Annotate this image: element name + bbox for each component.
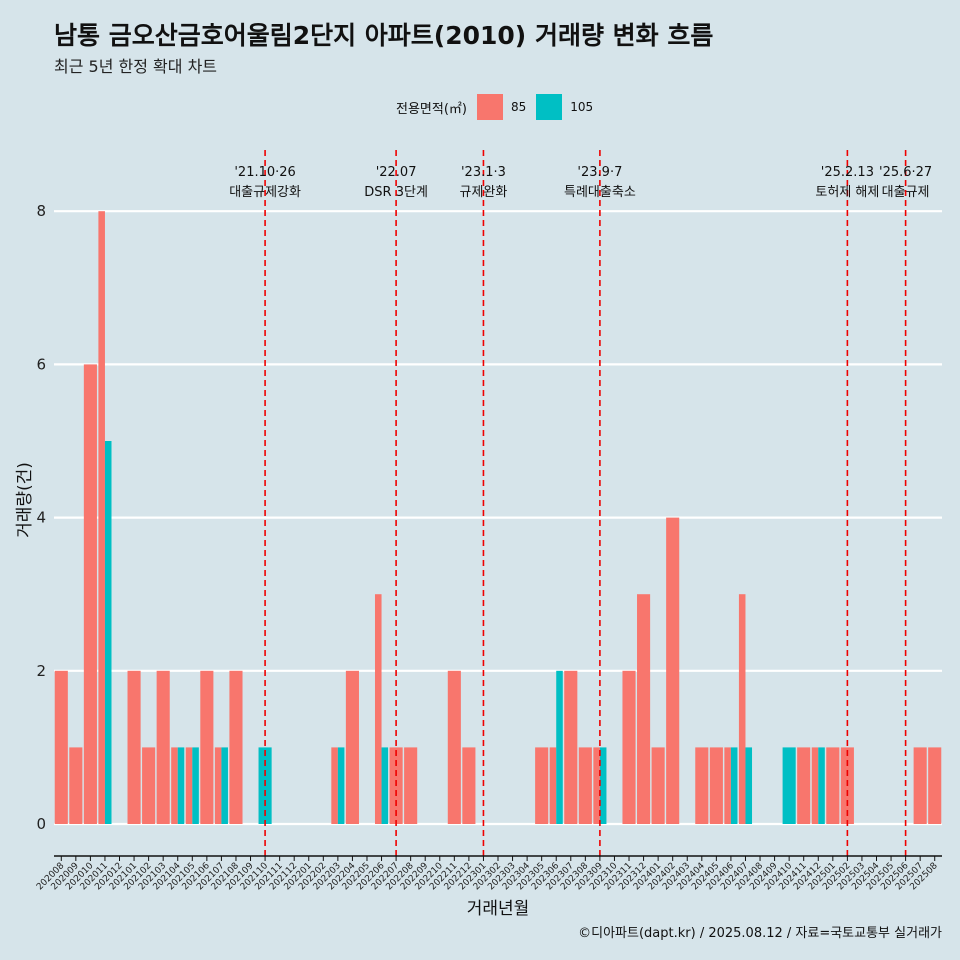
- bar-85-202103: [156, 670, 170, 824]
- bar-85-202212: [462, 747, 476, 824]
- legend-swatch-105: [536, 94, 563, 120]
- bar-105-202104: [177, 747, 185, 824]
- legend-item-85: 85: [476, 94, 527, 120]
- bar-105-202412: [818, 747, 825, 824]
- source-caption: ©디아파트(dapt.kr) / 2025.08.12 / 자료=국토교통부 실…: [578, 926, 942, 941]
- event-text-label: 특례대출축소: [564, 185, 636, 200]
- bar-85-202404: [695, 747, 709, 824]
- bar-85-202011: [98, 211, 105, 824]
- event-date-label: '23.9·7: [577, 165, 622, 180]
- bar-85-202107: [214, 747, 222, 824]
- chart-title: 남통 금오산금호어울림2단지 아파트(2010) 거래량 변화 흐름: [54, 21, 714, 50]
- bar-85-202305: [535, 747, 549, 824]
- bar-85-202309: [593, 747, 600, 824]
- bar-85-202412: [811, 747, 819, 824]
- bar-85-202401: [651, 747, 665, 824]
- bar-85-202308: [578, 747, 592, 824]
- event-text-label: 규제완화: [460, 185, 508, 200]
- legend-item-105: 105: [536, 94, 593, 120]
- bar-85-202101: [127, 670, 141, 824]
- bar-85-202311: [622, 670, 636, 824]
- bar-105-202011: [104, 441, 112, 824]
- bar-85-202402: [666, 517, 680, 824]
- bar-85-202306: [549, 747, 557, 824]
- y-tick-label: 2: [36, 662, 46, 680]
- event-date-label: '21.10·26: [234, 165, 295, 180]
- bar-85-202208: [404, 747, 418, 824]
- event-text-label: 대출규제강화: [229, 185, 301, 200]
- event-date-label: '23.1·3: [461, 165, 506, 180]
- chart-subtitle: 최근 5년 한정 확대 차트: [54, 57, 218, 76]
- bar-85-202211: [447, 670, 461, 824]
- event-text-label: 대출규제: [882, 185, 930, 200]
- bar-85-202507: [913, 747, 927, 824]
- bar-85-202102: [142, 747, 156, 824]
- bar-85-202009: [69, 747, 83, 824]
- bar-105-202107: [221, 747, 228, 824]
- bar-85-202010: [83, 364, 97, 824]
- bar-85-202105: [185, 747, 193, 824]
- bar-105-202309: [599, 747, 607, 824]
- event-text-label: 토허제 해제: [815, 185, 879, 200]
- bar-85-202206: [374, 594, 382, 824]
- y-tick-label: 0: [36, 815, 46, 833]
- bar-105-202203: [337, 747, 345, 824]
- y-axis-title: 거래량(건): [15, 462, 35, 538]
- legend-label-85: 85: [510, 100, 527, 114]
- legend-label-105: 105: [570, 100, 594, 114]
- bar-85-202312: [637, 594, 651, 824]
- bar-85-202508: [928, 747, 942, 824]
- bar-105-202206: [381, 747, 389, 824]
- bar-85-202407: [738, 594, 746, 824]
- bar-85-202307: [564, 670, 578, 824]
- bar-85-202008: [54, 670, 68, 824]
- event-date-label: '25.6·27: [879, 165, 932, 180]
- bar-85-202108: [229, 670, 243, 824]
- bar-105-202306: [556, 670, 563, 824]
- bar-85-202104: [171, 747, 178, 824]
- bar-105-202406: [730, 747, 738, 824]
- legend-swatch-85: [476, 94, 503, 120]
- bar-85-202405: [709, 747, 723, 824]
- bar-105-202105: [192, 747, 199, 824]
- y-tick-label: 4: [36, 509, 46, 527]
- bar-85-202411: [797, 747, 811, 824]
- y-tick-label: 6: [36, 355, 46, 373]
- bar-85-202501: [826, 747, 840, 824]
- y-tick-label: 8: [36, 202, 46, 220]
- bar-105-202410: [782, 747, 796, 824]
- bar-85-202204: [345, 670, 359, 824]
- event-text-label: DSR 3단계: [364, 185, 428, 200]
- bar-85-202203: [331, 747, 338, 824]
- bar-85-202406: [724, 747, 731, 824]
- legend-title: 전용면적(㎡): [396, 101, 467, 117]
- event-date-label: '22.07: [376, 165, 417, 180]
- event-date-label: '25.2.13: [821, 165, 874, 180]
- bar-105-202407: [745, 747, 753, 824]
- legend: 전용면적(㎡) 85 105: [396, 93, 603, 121]
- bar-85-202106: [200, 670, 214, 824]
- x-axis-title: 거래년월: [467, 899, 530, 919]
